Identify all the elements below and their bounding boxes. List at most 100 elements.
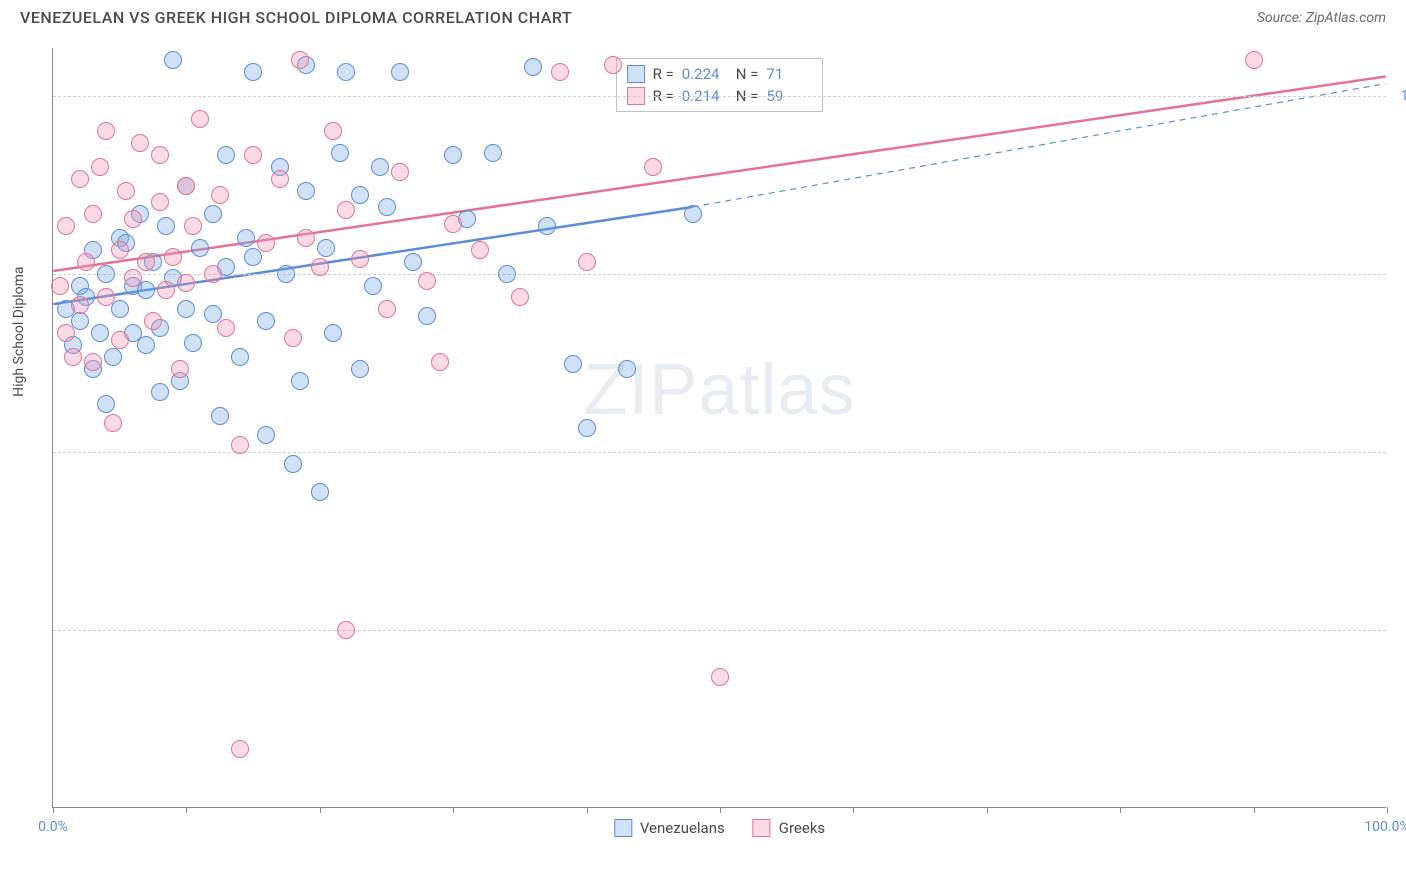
x-tick bbox=[453, 807, 454, 813]
x-tick bbox=[987, 807, 988, 813]
gridline-h bbox=[53, 96, 1386, 97]
x-tick bbox=[1387, 807, 1388, 813]
scatter-point-greeks bbox=[57, 217, 75, 235]
scatter-point-venezuelans bbox=[311, 483, 329, 501]
scatter-point-greeks bbox=[117, 182, 135, 200]
scatter-point-greeks bbox=[191, 110, 209, 128]
scatter-point-greeks bbox=[104, 414, 122, 432]
bottom-legend: Venezuelans Greeks bbox=[614, 819, 825, 837]
scatter-point-venezuelans bbox=[538, 217, 556, 235]
scatter-point-venezuelans bbox=[291, 372, 309, 390]
scatter-point-greeks bbox=[311, 258, 329, 276]
legend-swatch-venezuelans bbox=[614, 819, 632, 837]
scatter-point-greeks bbox=[231, 740, 249, 758]
legend-swatch-greeks bbox=[753, 819, 771, 837]
scatter-point-venezuelans bbox=[97, 395, 115, 413]
scatter-point-venezuelans bbox=[217, 146, 235, 164]
r-value-venezuelans: 0.224 bbox=[682, 65, 728, 83]
scatter-point-greeks bbox=[204, 265, 222, 283]
scatter-point-greeks bbox=[97, 122, 115, 140]
scatter-point-greeks bbox=[271, 170, 289, 188]
scatter-point-venezuelans bbox=[204, 205, 222, 223]
scatter-point-greeks bbox=[64, 348, 82, 366]
scatter-point-venezuelans bbox=[237, 229, 255, 247]
scatter-point-greeks bbox=[97, 288, 115, 306]
chart-title: VENEZUELAN VS GREEK HIGH SCHOOL DIPLOMA … bbox=[20, 8, 572, 27]
scatter-point-venezuelans bbox=[297, 182, 315, 200]
scatter-point-greeks bbox=[337, 201, 355, 219]
x-tick bbox=[587, 807, 588, 813]
scatter-point-greeks bbox=[551, 63, 569, 81]
y-tick-label: 77.5% bbox=[1391, 622, 1406, 638]
x-tick-label: 100.0% bbox=[1364, 819, 1406, 835]
scatter-point-venezuelans bbox=[151, 383, 169, 401]
scatter-point-venezuelans bbox=[337, 63, 355, 81]
y-tick-label: 85.0% bbox=[1391, 444, 1406, 460]
y-tick-label: 100.0% bbox=[1391, 88, 1406, 104]
x-tick bbox=[1254, 807, 1255, 813]
scatter-point-greeks bbox=[291, 51, 309, 69]
chart-plot-area: ZIPatlas High School Diploma R = 0.224 N… bbox=[52, 48, 1386, 808]
scatter-point-greeks bbox=[644, 158, 662, 176]
gridline-h bbox=[53, 630, 1386, 631]
x-tick bbox=[186, 807, 187, 813]
scatter-point-venezuelans bbox=[104, 348, 122, 366]
scatter-point-venezuelans bbox=[184, 334, 202, 352]
scatter-point-greeks bbox=[324, 122, 342, 140]
scatter-point-venezuelans bbox=[618, 360, 636, 378]
scatter-point-venezuelans bbox=[578, 419, 596, 437]
scatter-point-greeks bbox=[604, 56, 622, 74]
scatter-point-greeks bbox=[284, 329, 302, 347]
scatter-point-greeks bbox=[418, 272, 436, 290]
scatter-point-venezuelans bbox=[351, 186, 369, 204]
scatter-point-greeks bbox=[184, 217, 202, 235]
scatter-point-greeks bbox=[51, 277, 69, 295]
scatter-point-greeks bbox=[231, 436, 249, 454]
source-label: Source: ZipAtlas.com bbox=[1257, 10, 1386, 26]
scatter-point-venezuelans bbox=[331, 144, 349, 162]
scatter-point-venezuelans bbox=[177, 300, 195, 318]
scatter-point-greeks bbox=[144, 312, 162, 330]
scatter-point-venezuelans bbox=[418, 307, 436, 325]
scatter-point-greeks bbox=[391, 163, 409, 181]
scatter-point-venezuelans bbox=[137, 336, 155, 354]
n-value-venezuelans: 71 bbox=[766, 65, 812, 83]
scatter-point-greeks bbox=[57, 324, 75, 342]
scatter-point-venezuelans bbox=[364, 277, 382, 295]
scatter-point-greeks bbox=[111, 241, 129, 259]
scatter-point-venezuelans bbox=[231, 348, 249, 366]
scatter-point-venezuelans bbox=[351, 360, 369, 378]
scatter-point-greeks bbox=[131, 134, 149, 152]
stats-legend-box: R = 0.224 N = 71 R = 0.214 N = 59 bbox=[616, 58, 824, 112]
scatter-point-greeks bbox=[511, 288, 529, 306]
x-tick-label: 0.0% bbox=[38, 819, 68, 835]
scatter-point-greeks bbox=[431, 353, 449, 371]
x-tick bbox=[720, 807, 721, 813]
scatter-point-venezuelans bbox=[211, 407, 229, 425]
scatter-point-greeks bbox=[578, 253, 596, 271]
scatter-point-greeks bbox=[177, 177, 195, 195]
scatter-point-greeks bbox=[711, 668, 729, 686]
scatter-point-venezuelans bbox=[524, 58, 542, 76]
scatter-point-greeks bbox=[124, 210, 142, 228]
gridline-h bbox=[53, 274, 1386, 275]
scatter-point-greeks bbox=[177, 274, 195, 292]
scatter-point-venezuelans bbox=[684, 205, 702, 223]
scatter-point-venezuelans bbox=[97, 265, 115, 283]
scatter-point-greeks bbox=[217, 319, 235, 337]
scatter-point-venezuelans bbox=[91, 324, 109, 342]
scatter-point-greeks bbox=[337, 621, 355, 639]
scatter-point-greeks bbox=[244, 146, 262, 164]
scatter-point-greeks bbox=[151, 146, 169, 164]
scatter-point-greeks bbox=[444, 215, 462, 233]
scatter-point-greeks bbox=[84, 353, 102, 371]
scatter-point-greeks bbox=[297, 229, 315, 247]
scatter-point-venezuelans bbox=[204, 305, 222, 323]
scatter-point-greeks bbox=[151, 193, 169, 211]
scatter-point-venezuelans bbox=[317, 239, 335, 257]
scatter-point-venezuelans bbox=[404, 253, 422, 271]
x-tick bbox=[320, 807, 321, 813]
scatter-point-venezuelans bbox=[244, 63, 262, 81]
scatter-point-venezuelans bbox=[498, 265, 516, 283]
scatter-point-greeks bbox=[471, 241, 489, 259]
